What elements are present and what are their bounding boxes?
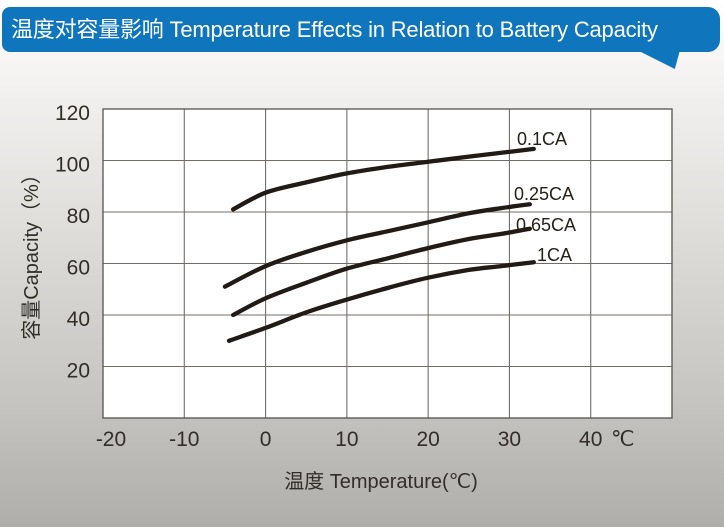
y-tick-label: 120 <box>55 102 90 125</box>
curve-1ca <box>226 260 536 343</box>
curve-label-1ca: 1CA <box>537 245 572 265</box>
curve-0.1ca <box>230 146 536 212</box>
y-tick-label: 40 <box>67 308 90 331</box>
y-tick-label: 100 <box>55 154 90 177</box>
x-tick-label: 10 <box>335 428 358 451</box>
curve-0.25ca <box>222 202 532 289</box>
y-tick-label: 20 <box>67 360 90 383</box>
x-tick-label: -20 <box>96 428 126 451</box>
y-tick-label: 80 <box>67 205 90 228</box>
header-banner: 温度对容量影响 Temperature Effects in Relation … <box>2 7 720 52</box>
page-title: 温度对容量影响 Temperature Effects in Relation … <box>11 16 658 42</box>
x-tick-label: -10 <box>169 428 199 451</box>
y-axis-title: 容量Capacity（%） <box>20 164 43 340</box>
curve-label-0.1ca: 0.1CA <box>517 129 567 149</box>
x-axis-title: 温度 Temperature(℃) <box>284 470 478 493</box>
x-tick-label: 40 <box>579 428 602 451</box>
x-axis-unit-label: ℃ <box>611 428 635 451</box>
x-tick-label: 20 <box>416 428 439 451</box>
curve-label-0.25ca: 0.25CA <box>514 184 574 204</box>
curve-0.65ca <box>230 226 532 318</box>
x-tick-label: 0 <box>260 428 272 451</box>
x-tick-label: 30 <box>498 428 521 451</box>
curve-label-0.65ca: 0.65CA <box>516 215 576 235</box>
y-tick-label: 60 <box>67 257 90 280</box>
plot-border <box>102 108 673 419</box>
